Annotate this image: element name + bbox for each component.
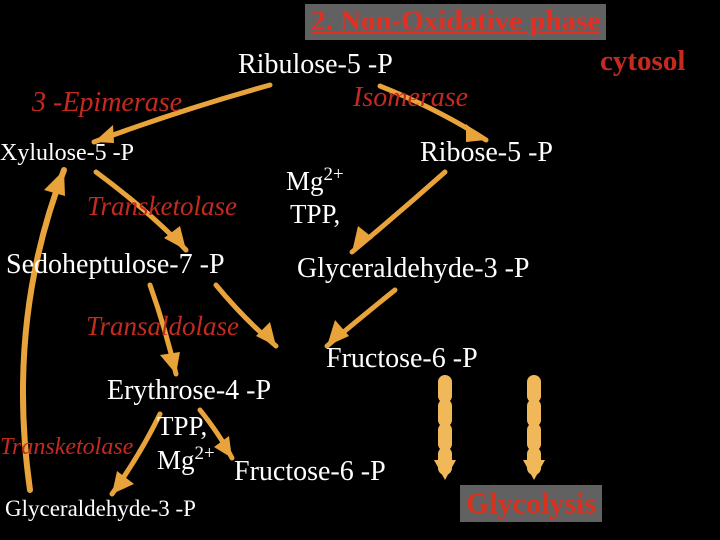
label-tpp2: TPP, [157,412,207,442]
arrowhead [160,352,180,374]
arrowhead [523,460,545,480]
label-ribulose5p: Ribulose-5 -P [238,50,393,81]
label-sedo7p: Sedoheptulose-7 -P [6,250,225,281]
edge-path [352,172,445,252]
label-epimerase: 3 -Epimerase [32,88,182,119]
arrowhead [164,226,186,250]
label-gap2: Glyceraldehyde-3 -P [5,496,196,521]
label-tpp1: TPP, [290,200,340,230]
arrowhead [352,226,373,252]
label-fructose6p_1: Fructose-6 -P [326,344,478,375]
label-fructose6p_2: Fructose-6 -P [234,457,386,488]
arrowhead [112,471,134,494]
label-ribose5p: Ribose-5 -P [420,138,553,169]
arrowhead [214,436,232,458]
label-erythrose4p: Erythrose-4 -P [107,376,271,407]
label-title: 2. Non-Oxidative phase [305,4,606,40]
arrowhead [256,322,276,346]
label-xylulose5p: Xylulose-5 -P [0,140,134,166]
label-gap1: Glyceraldehyde-3 -P [297,254,529,285]
arrowhead [44,170,65,196]
edge-path [327,290,395,346]
label-transketolase2: Transketolase [0,434,133,460]
label-mg1: Mg2+ [286,165,344,197]
label-transaldolase: Transaldolase [86,312,239,342]
label-transketolase1: Transketolase [87,192,237,222]
label-cytosol: cytosol [600,46,685,78]
label-isomerase: Isomerase [353,83,468,114]
label-glycolysis: Glycolysis [460,485,602,522]
arrowhead [434,460,456,480]
label-mg2: Mg2+ [157,444,215,476]
